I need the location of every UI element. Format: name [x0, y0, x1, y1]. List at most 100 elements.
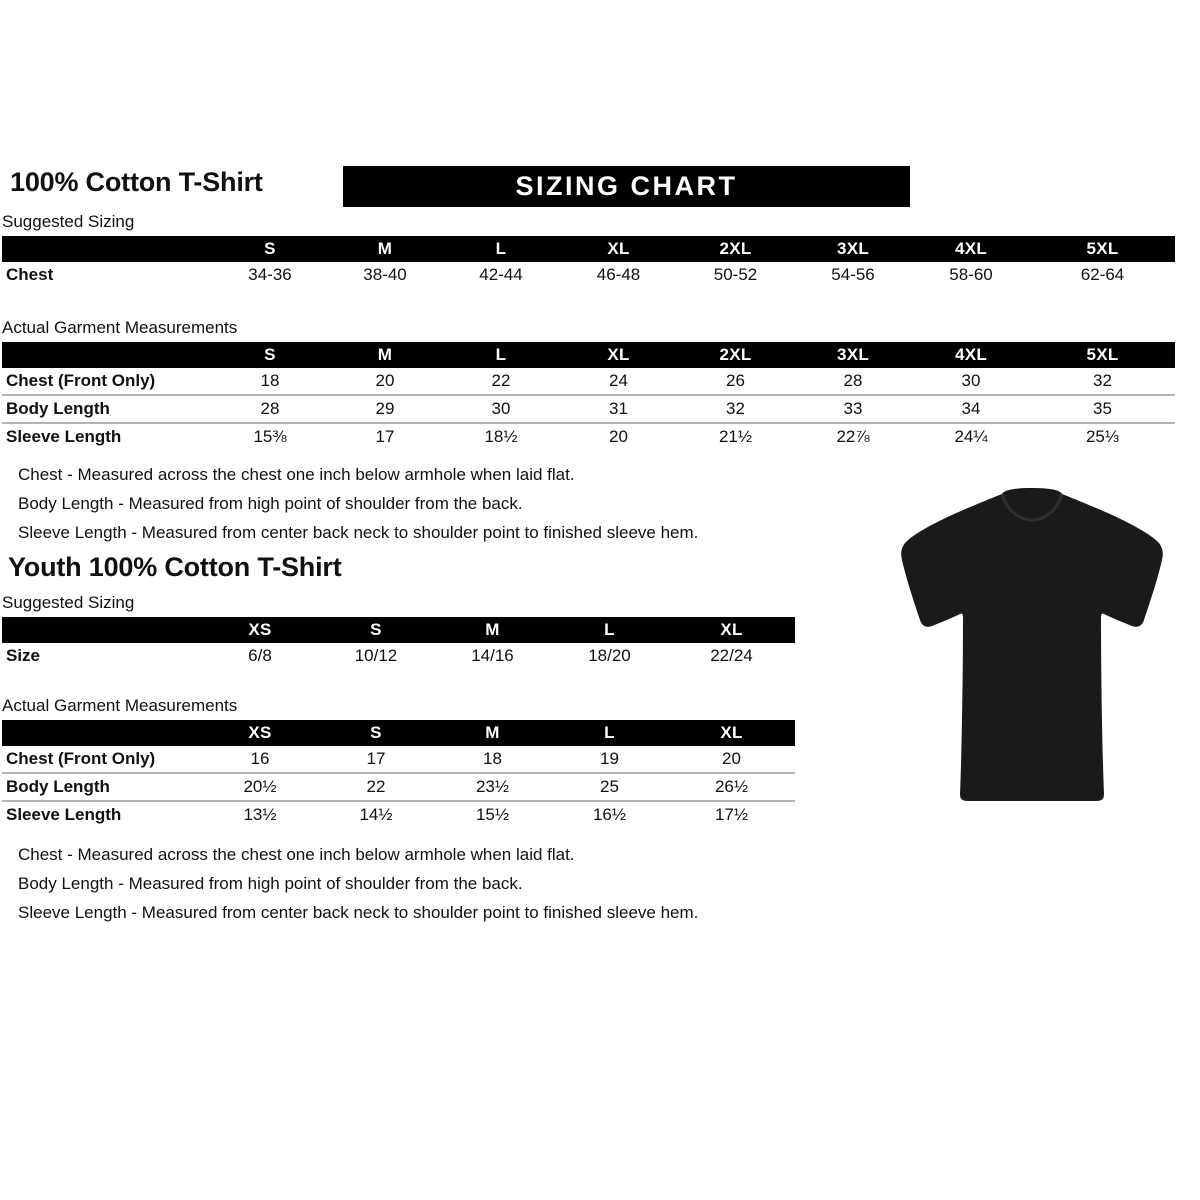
- row-label: Sleeve Length: [2, 422, 212, 450]
- table-cell: 20: [560, 422, 677, 450]
- table-cell: 18½: [442, 422, 560, 450]
- adult-measurement-notes: Chest - Measured across the chest one in…: [18, 460, 698, 547]
- adult-title-row: 100% Cotton T-Shirt SIZING CHART: [10, 166, 1190, 212]
- table-cell: 30: [442, 394, 560, 423]
- table-cell: 22⅞: [794, 422, 912, 450]
- measurement-note: Sleeve Length - Measured from center bac…: [18, 523, 699, 542]
- adult-actual-measurements-table: S M L XL 2XL 3XL 4XL 5XL Chest (Front On…: [2, 342, 1175, 450]
- table-row: Chest (Front Only) 16 17 18 19 20: [2, 746, 795, 773]
- table-cell: 26½: [668, 772, 795, 801]
- table-cell: 58-60: [949, 265, 993, 284]
- table-cell: 17: [366, 749, 386, 768]
- adult-page-title: 100% Cotton T-Shirt: [10, 167, 263, 197]
- table-row: Size 6/8 10/12 14/16 18/20 22/24: [2, 643, 795, 669]
- table-header-row: XS S M L XL: [2, 720, 795, 746]
- col-head-3: M: [434, 617, 551, 643]
- youth-suggested-sizing-table: XS S M L XL Size 6/8 10/12 14/16 18/20 22/24: [2, 617, 795, 669]
- table-row: Chest 34-36 38-40 42-44 46-48 50-52 54-56 58-60…: [2, 262, 1175, 288]
- table-row: Body Length 28 29 30 31 32 33 34 35: [2, 394, 1175, 423]
- table-cell: 14/16: [471, 646, 514, 665]
- col-head-0: [2, 342, 212, 368]
- table-cell: 22: [318, 772, 434, 801]
- col-head-5: XL: [668, 617, 795, 643]
- table-header-row: S M L XL 2XL 3XL 4XL 5XL: [2, 236, 1175, 262]
- row-label: Body Length: [2, 772, 202, 801]
- col-head-2: M: [328, 342, 442, 368]
- table-cell: 17: [328, 422, 442, 450]
- table-cell: 15½: [434, 800, 551, 828]
- table-body: Chest (Front Only) 18 20 22 24 26 28 30 32 Body L…: [2, 368, 1175, 450]
- col-head-2: S: [318, 720, 434, 746]
- row-label: Chest: [6, 265, 54, 284]
- table-cell: 26: [726, 371, 745, 390]
- table-cell: 15⅜: [212, 422, 328, 450]
- table-cell: 18: [483, 749, 502, 768]
- table-header-row: S M L XL 2XL 3XL 4XL 5XL: [2, 342, 1175, 368]
- youth-measurement-notes: Chest - Measured across the chest one in…: [18, 840, 698, 927]
- col-head-4: XL: [560, 236, 677, 262]
- table-cell: 14½: [318, 800, 434, 828]
- col-head-8: 5XL: [1030, 236, 1175, 262]
- table-cell: 35: [1030, 394, 1175, 423]
- table-cell: 28: [212, 394, 328, 423]
- table-cell: 25: [551, 772, 668, 801]
- sizing-chart-banner-label: SIZING CHART: [515, 171, 738, 201]
- table-cell: 20: [722, 749, 741, 768]
- table-cell: 24¼: [912, 422, 1030, 450]
- col-head-4: L: [551, 617, 668, 643]
- col-head-1: XS: [202, 617, 318, 643]
- sizing-chart-banner: SIZING CHART: [343, 166, 910, 207]
- table-cell: 54-56: [831, 265, 875, 284]
- table-cell: 6/8: [248, 646, 272, 665]
- col-head-5: XL: [668, 720, 795, 746]
- row-label: Size: [6, 646, 41, 665]
- col-head-0: [2, 236, 212, 262]
- row-label: Chest (Front Only): [6, 749, 156, 768]
- row-label: Body Length: [2, 394, 212, 423]
- col-head-1: XS: [202, 720, 318, 746]
- row-label: Sleeve Length: [2, 800, 202, 828]
- table-cell: 10/12: [354, 646, 398, 665]
- table-body: Chest (Front Only) 16 17 18 19 20 Body Length 2…: [2, 746, 795, 828]
- measurement-note: Body Length - Measured from high point o…: [18, 494, 523, 513]
- col-head-0: [2, 720, 202, 746]
- measurement-note: Chest - Measured across the chest one in…: [18, 465, 575, 484]
- youth-suggested-sizing-label: Suggested Sizing: [2, 593, 135, 612]
- table-cell: 16: [250, 749, 270, 768]
- table-row: Body Length 20½ 22 23½ 25 26½: [2, 772, 795, 801]
- table-cell: 50-52: [713, 265, 758, 284]
- t-shirt-icon: [901, 488, 1163, 801]
- col-head-2: M: [328, 236, 442, 262]
- table-cell: 31: [560, 394, 677, 423]
- table-cell: 22/24: [710, 646, 753, 665]
- col-head-2: S: [318, 617, 434, 643]
- table-body: Chest 34-36 38-40 42-44 46-48 50-52 54-56 58-60…: [2, 262, 1175, 288]
- table-cell: 19: [600, 749, 619, 768]
- table-cell: 46-48: [596, 265, 641, 284]
- col-head-8: 5XL: [1030, 342, 1175, 368]
- table-cell: 38-40: [363, 265, 407, 284]
- youth-page-title: Youth 100% Cotton T-Shirt: [8, 552, 342, 582]
- col-head-1: S: [212, 342, 328, 368]
- col-head-5: 2XL: [677, 236, 794, 262]
- table-row: Sleeve Length 15⅜ 17 18½ 20 21½ 22⅞ 24¼ 25⅓: [2, 422, 1175, 450]
- table-cell: 24: [609, 371, 628, 390]
- adult-suggested-sizing-table: S M L XL 2XL 3XL 4XL 5XL Chest 34-36 38-40…: [2, 236, 1175, 288]
- table-cell: 22: [491, 371, 511, 390]
- adult-actual-measurements-label: Actual Garment Measurements: [2, 318, 238, 337]
- table-cell: 13½: [202, 800, 318, 828]
- table-cell: 17½: [668, 800, 795, 828]
- col-head-3: L: [442, 342, 560, 368]
- table-cell: 32: [677, 394, 794, 423]
- table-header-row: XS S M L XL: [2, 617, 795, 643]
- col-head-4: L: [551, 720, 668, 746]
- table-cell: 25⅓: [1030, 422, 1175, 450]
- row-label: Chest (Front Only): [6, 371, 156, 390]
- table-cell: 20½: [202, 772, 318, 801]
- table-cell: 34-36: [248, 265, 292, 284]
- table-cell: 30: [961, 371, 981, 390]
- table-cell: 32: [1093, 371, 1112, 390]
- col-head-7: 4XL: [912, 342, 1030, 368]
- col-head-0: [2, 617, 202, 643]
- table-body: Size 6/8 10/12 14/16 18/20 22/24: [2, 643, 795, 669]
